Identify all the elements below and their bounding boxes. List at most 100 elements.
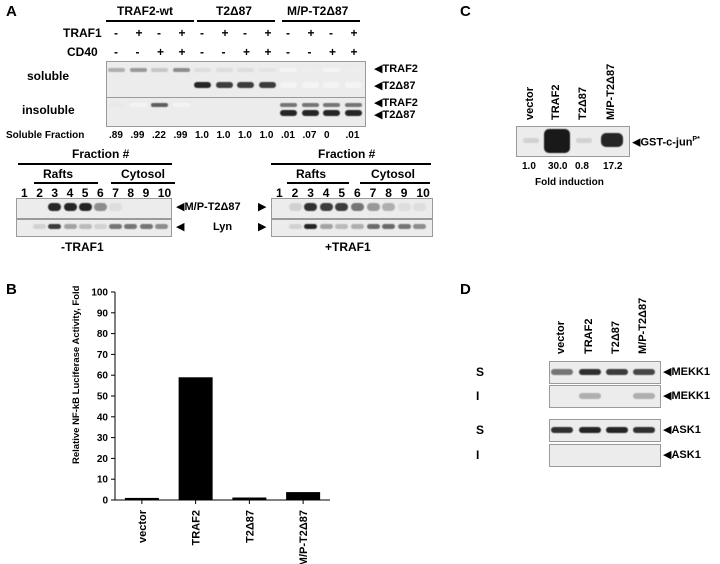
panel-d-row-side: I — [476, 389, 480, 403]
cd40-sign: + — [157, 45, 165, 59]
panel-d-row-side: I — [476, 448, 480, 462]
fraction-band-lyn — [382, 224, 396, 229]
fraction-band-lyn — [154, 224, 168, 229]
soluble-band-t2d87 — [215, 82, 233, 88]
fraction-band-lyn — [366, 224, 380, 229]
rafts-label-right: Rafts — [296, 167, 327, 181]
chart-b-category-label: M/P-T2Δ87 — [298, 510, 310, 564]
soluble-band-traf2 — [258, 68, 276, 72]
fraction-band-mp — [366, 203, 380, 211]
traf1-sign: + — [350, 26, 358, 40]
minus-traf1-label: -TRAF1 — [61, 240, 104, 254]
fraction-number: 9 — [142, 186, 150, 200]
fraction-number: 5 — [81, 186, 89, 200]
arrow-lyn-left: ◀ — [176, 221, 185, 233]
fraction-number: 4 — [322, 186, 330, 200]
cd40-sign: - — [286, 45, 290, 59]
panel-d-row-label-text: ASK1 — [671, 424, 701, 436]
rafts-line-left — [34, 182, 98, 184]
panel-d-row-side: S — [476, 365, 485, 379]
traf1-sign: - — [200, 26, 204, 40]
soluble-band-t2d87 — [280, 82, 297, 88]
chart-b-y-tick-label: 40 — [97, 412, 109, 423]
chart-b-y-tick-label: 60 — [97, 371, 109, 382]
fraction-band-lyn — [33, 224, 47, 229]
chart-b-category-label: vector — [137, 509, 149, 543]
panel-d-row-label: ◀MEKK1 — [663, 366, 710, 378]
arrow-lyn-right: ▶ — [258, 221, 267, 233]
soluble-fraction-value: 0 — [324, 130, 330, 141]
traf1-sign: - — [243, 26, 247, 40]
insoluble-band-t2d87 — [323, 110, 340, 116]
fraction-number: 4 — [66, 186, 74, 200]
insoluble-band-t2d87 — [301, 110, 319, 116]
panel-d-row-label: ◀ASK1 — [663, 449, 701, 461]
fraction-band-lyn — [335, 224, 349, 229]
fraction-number: 2 — [36, 186, 43, 200]
panel-d-row-blot — [549, 385, 661, 408]
soluble-fraction-value: .07 — [302, 130, 317, 141]
soluble-band-t2d87 — [194, 82, 211, 88]
panel-b-letter: B — [6, 281, 17, 298]
fraction-band-mp — [78, 203, 92, 211]
fraction-band-mp — [288, 203, 302, 211]
fraction-band-lyn — [48, 224, 62, 229]
panel-d-band — [551, 369, 573, 375]
traf1-sign: - — [114, 26, 118, 40]
panel-c-letter: C — [460, 3, 471, 20]
insoluble-band-traf2 — [129, 103, 147, 107]
chart-b-bar — [178, 377, 213, 500]
fraction-number: 7 — [369, 186, 377, 200]
fraction-band-mp — [413, 203, 427, 211]
cd40-sign: - — [135, 45, 140, 59]
fold-induction-label: Fold induction — [535, 177, 604, 188]
fraction-band-lyn — [319, 224, 333, 229]
insoluble-band-traf2 — [280, 103, 297, 107]
soluble-band-traf2 — [215, 68, 233, 72]
group-line-t2d87 — [197, 20, 275, 22]
label-mp-left: ◀M/P-T2Δ87 — [176, 201, 241, 213]
panel-c-band — [601, 133, 623, 147]
panel-d-band — [579, 427, 601, 433]
chart-b-y-tick-label: 90 — [97, 308, 109, 319]
cd40-sign: - — [200, 45, 204, 59]
fraction-band-mp — [335, 203, 349, 211]
group-traf2-wt: TRAF2-wt — [117, 4, 173, 18]
panel-d-letter: D — [460, 281, 471, 298]
panel-d-band — [606, 369, 628, 375]
panel-d-lane-label: vector — [555, 320, 567, 354]
soluble-fraction-value: 1.0 — [259, 130, 274, 141]
fraction-number: 1 — [276, 186, 283, 200]
row-label-cd40: CD40 — [67, 45, 98, 59]
traf1-sign: + — [264, 26, 272, 40]
cytosol-label-left: Cytosol — [121, 167, 166, 181]
fraction-title-right: Fraction # — [318, 147, 376, 161]
insoluble-band-traf2 — [344, 103, 362, 107]
fraction-band-mp — [48, 203, 62, 211]
panel-d-row-label: ◀ASK1 — [663, 424, 701, 436]
panel-c-lane-label: vector — [524, 86, 536, 120]
panel-c-fold-value: 0.8 — [575, 161, 589, 172]
panel-d-row-blot — [549, 444, 661, 467]
chart-b-bar — [124, 497, 159, 500]
panel-d-row-blot — [549, 361, 661, 384]
fraction-number: 9 — [400, 186, 408, 200]
cytosol-label-right: Cytosol — [371, 167, 416, 181]
fraction-number: 5 — [338, 186, 346, 200]
cd40-sign: + — [178, 45, 186, 59]
insoluble-band-traf2 — [323, 103, 340, 107]
panel-d-band — [579, 369, 601, 375]
soluble-fraction-value: .99 — [130, 130, 145, 141]
chart-b-y-tick-label: 30 — [97, 433, 109, 444]
panel-c-lane-label: TRAF2 — [550, 84, 562, 120]
soluble-fraction-value: .01 — [345, 130, 360, 141]
insoluble-blot — [106, 97, 366, 127]
fraction-number: 8 — [127, 186, 135, 200]
insoluble-band-t2d87 — [280, 110, 297, 116]
insoluble-band-t2d87 — [344, 110, 362, 116]
chart-b-y-tick-label: 20 — [97, 454, 109, 465]
panel-d-band — [633, 427, 655, 433]
panel-d-lane-label: M/P-T2Δ87 — [637, 297, 649, 354]
panel-c-band — [544, 129, 570, 153]
fraction-band-lyn — [94, 224, 107, 229]
